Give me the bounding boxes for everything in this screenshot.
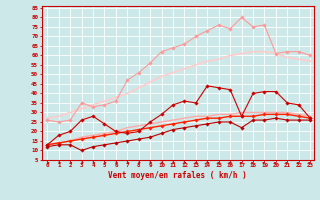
X-axis label: Vent moyen/en rafales ( km/h ): Vent moyen/en rafales ( km/h ) — [108, 171, 247, 180]
